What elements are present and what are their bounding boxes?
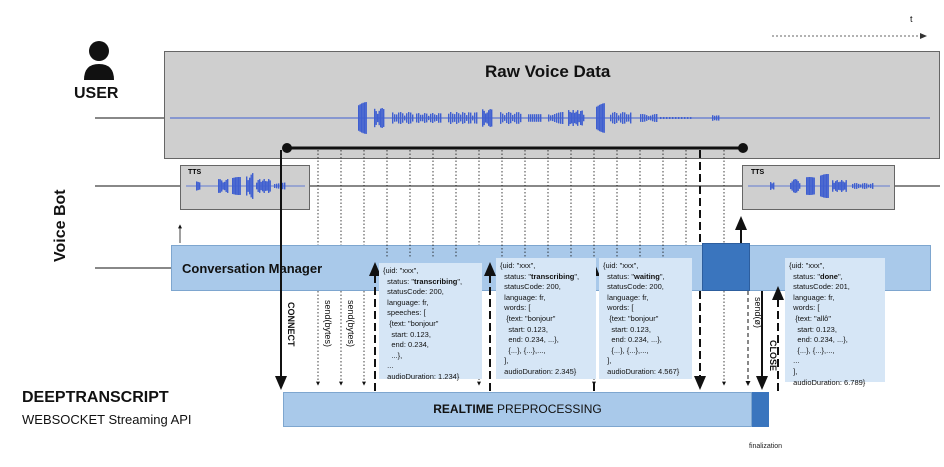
tts-box-right: TTS: [742, 165, 895, 210]
raw-voice-data-title: Raw Voice Data: [485, 62, 611, 81]
json-line: status: "transcribing",: [383, 276, 463, 286]
json-line: words: [: [500, 303, 531, 313]
json-line: end: 0.234, ...},: [789, 335, 848, 345]
tts-waveform-right: [770, 174, 874, 198]
json-line: ],: [500, 356, 509, 366]
json-line: ...: [383, 361, 394, 371]
json-line: statusCode: 200,: [383, 287, 444, 297]
json-line: status: "waiting",: [603, 271, 665, 281]
json-line: ...: [789, 356, 800, 366]
json-line: {...}, {...},...,: [603, 345, 649, 355]
speech-start-dot: [282, 143, 292, 153]
json-line: end: 0.234,: [383, 340, 429, 350]
json-line: start: 0.123,: [383, 329, 431, 339]
json-line: statusCode: 201,: [789, 282, 850, 292]
tts-waveform-left: [196, 173, 286, 199]
realtime-preprocessing-bar: REALTIME PREPROCESSING: [283, 392, 752, 427]
user-person-icon: [82, 40, 116, 80]
json-line: language: fr,: [789, 292, 835, 302]
cm-dark-block: [702, 243, 750, 291]
tts-label-right: TTS: [751, 169, 765, 176]
json-line: {uid: "xxx",: [383, 266, 419, 275]
json-line: start: 0.123,: [500, 324, 548, 334]
json-line: {text: "bonjour": [603, 313, 659, 323]
json-line: {uid: "xxx",: [789, 261, 825, 270]
json-line: ...},: [383, 350, 403, 360]
send-bytes-label-1: send(bytes): [323, 300, 333, 348]
json-line: {...}, {...},...,: [500, 345, 546, 355]
json-line: language: fr,: [603, 292, 649, 302]
json-line: audioDuration: 2.345}: [500, 366, 577, 376]
json-line: language: fr,: [383, 297, 429, 307]
speech-end-dot: [738, 143, 748, 153]
json-line: ],: [789, 366, 798, 376]
send-empty-label: send(ø): [753, 297, 763, 329]
json-line: ],: [603, 356, 612, 366]
json-message-2: {uid: "xxx", status: "transcribing", sta…: [496, 258, 596, 379]
json-line: words: [: [603, 303, 634, 313]
json-line: start: 0.123,: [789, 324, 837, 334]
user-label: USER: [74, 85, 119, 102]
json-line: audioDuration: 6.789}: [789, 377, 866, 387]
connect-label: CONNECT: [286, 302, 296, 347]
raw-voice-data-panel: Raw Voice Data: [164, 51, 940, 159]
json-line: {text: "bonjour": [500, 313, 556, 323]
json-line: statusCode: 200,: [500, 282, 561, 292]
json-line: {...}, {...},...,: [789, 345, 835, 355]
dotted-voice-lines: [317, 150, 725, 258]
json-line: status: "transcribing",: [500, 271, 580, 281]
close-label: CLOSE: [768, 340, 778, 372]
json-line: start: 0.123,: [603, 324, 651, 334]
finalization-block: [752, 392, 769, 427]
json-message-3: {uid: "xxx", status: "waiting", statusCo…: [599, 258, 692, 379]
conversation-manager-label: Conversation Manager: [182, 261, 323, 276]
json-line: audioDuration: 1.234}: [383, 371, 460, 381]
tts-label-left: TTS: [188, 169, 202, 176]
json-line: language: fr,: [500, 292, 546, 302]
json-line: {uid: "xxx",: [500, 261, 536, 270]
deeptranscript-subtitle: WEBSOCKET Streaming API: [22, 412, 192, 427]
time-axis: t: [770, 14, 930, 44]
json-line: end: 0.234, ...},: [500, 335, 559, 345]
json-line: words: [: [789, 303, 820, 313]
json-line: {uid: "xxx",: [603, 261, 639, 270]
json-line: {text: "bonjour": [383, 318, 439, 328]
json-line: audioDuration: 4.567}: [603, 366, 680, 376]
json-line: status: "done",: [789, 271, 843, 281]
json-line: speeches: [: [383, 308, 426, 318]
json-line: end: 0.234, ...},: [603, 335, 662, 345]
deeptranscript-title: DEEPTRANSCRIPT: [22, 389, 169, 406]
send-bytes-label-2: send(bytes): [346, 300, 356, 348]
json-line: {text: "allô": [789, 313, 832, 323]
tts-box-left: TTS: [180, 165, 310, 210]
time-axis-label: t: [910, 14, 913, 24]
raw-waveform: [358, 102, 720, 134]
json-message-4: {uid: "xxx", status: "done", statusCode:…: [785, 258, 885, 387]
preprocessing-rest: PREPROCESSING: [493, 402, 602, 416]
finalization-label: finalization: [749, 443, 783, 450]
preprocessing-bold: REALTIME: [433, 402, 494, 416]
json-line: statusCode: 200,: [603, 282, 664, 292]
json-message-1: {uid: "xxx", status: "transcribing", sta…: [379, 263, 482, 381]
